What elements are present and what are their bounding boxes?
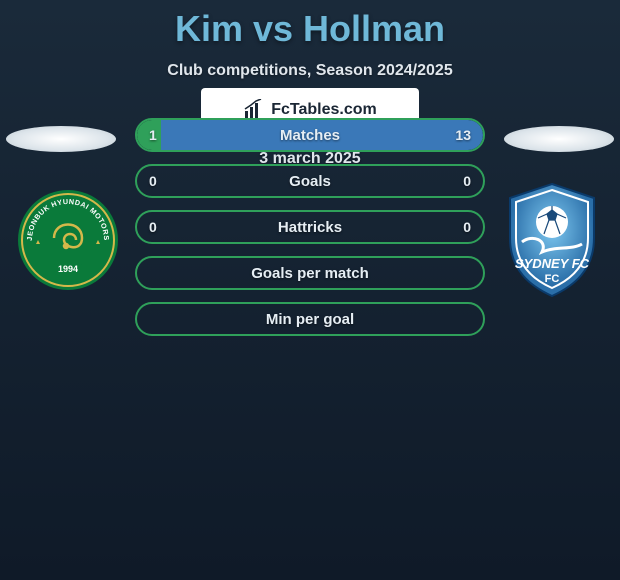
svg-text:SYDNEY FC: SYDNEY FC — [515, 256, 590, 271]
stat-label: Matches — [280, 127, 340, 144]
brand-text: FcTables.com — [271, 101, 377, 119]
stat-row: 0 Goals 0 — [135, 164, 485, 198]
stat-value-right: 0 — [463, 173, 471, 189]
page-title: Kim vs Hollman — [0, 0, 620, 50]
club-crest-left: JEONBUK HYUNDAI MOTORS 1994 — [18, 180, 118, 300]
stats-table: 1 Matches 13 0 Goals 0 0 Hattricks 0 Goals per ma… — [135, 118, 485, 348]
stat-label: Goals per match — [251, 265, 369, 282]
stat-label: Hattricks — [278, 219, 342, 236]
flag-right-placeholder — [504, 126, 614, 152]
stat-row: 1 Matches 13 — [135, 118, 485, 152]
club-crest-right: SYDNEY FC FC — [502, 180, 602, 300]
stat-label: Min per goal — [266, 311, 354, 328]
flag-left-placeholder — [6, 126, 116, 152]
subtitle: Club competitions, Season 2024/2025 — [0, 62, 620, 80]
stat-row: Min per goal — [135, 302, 485, 336]
stat-value-left: 1 — [149, 127, 157, 143]
svg-text:1994: 1994 — [58, 264, 78, 274]
stat-value-right: 13 — [455, 127, 471, 143]
stat-value-left: 0 — [149, 173, 157, 189]
stat-value-left: 0 — [149, 219, 157, 235]
stat-label: Goals — [289, 173, 331, 190]
stat-value-right: 0 — [463, 219, 471, 235]
svg-text:FC: FC — [545, 273, 560, 285]
stat-row: 0 Hattricks 0 — [135, 210, 485, 244]
stat-row: Goals per match — [135, 256, 485, 290]
